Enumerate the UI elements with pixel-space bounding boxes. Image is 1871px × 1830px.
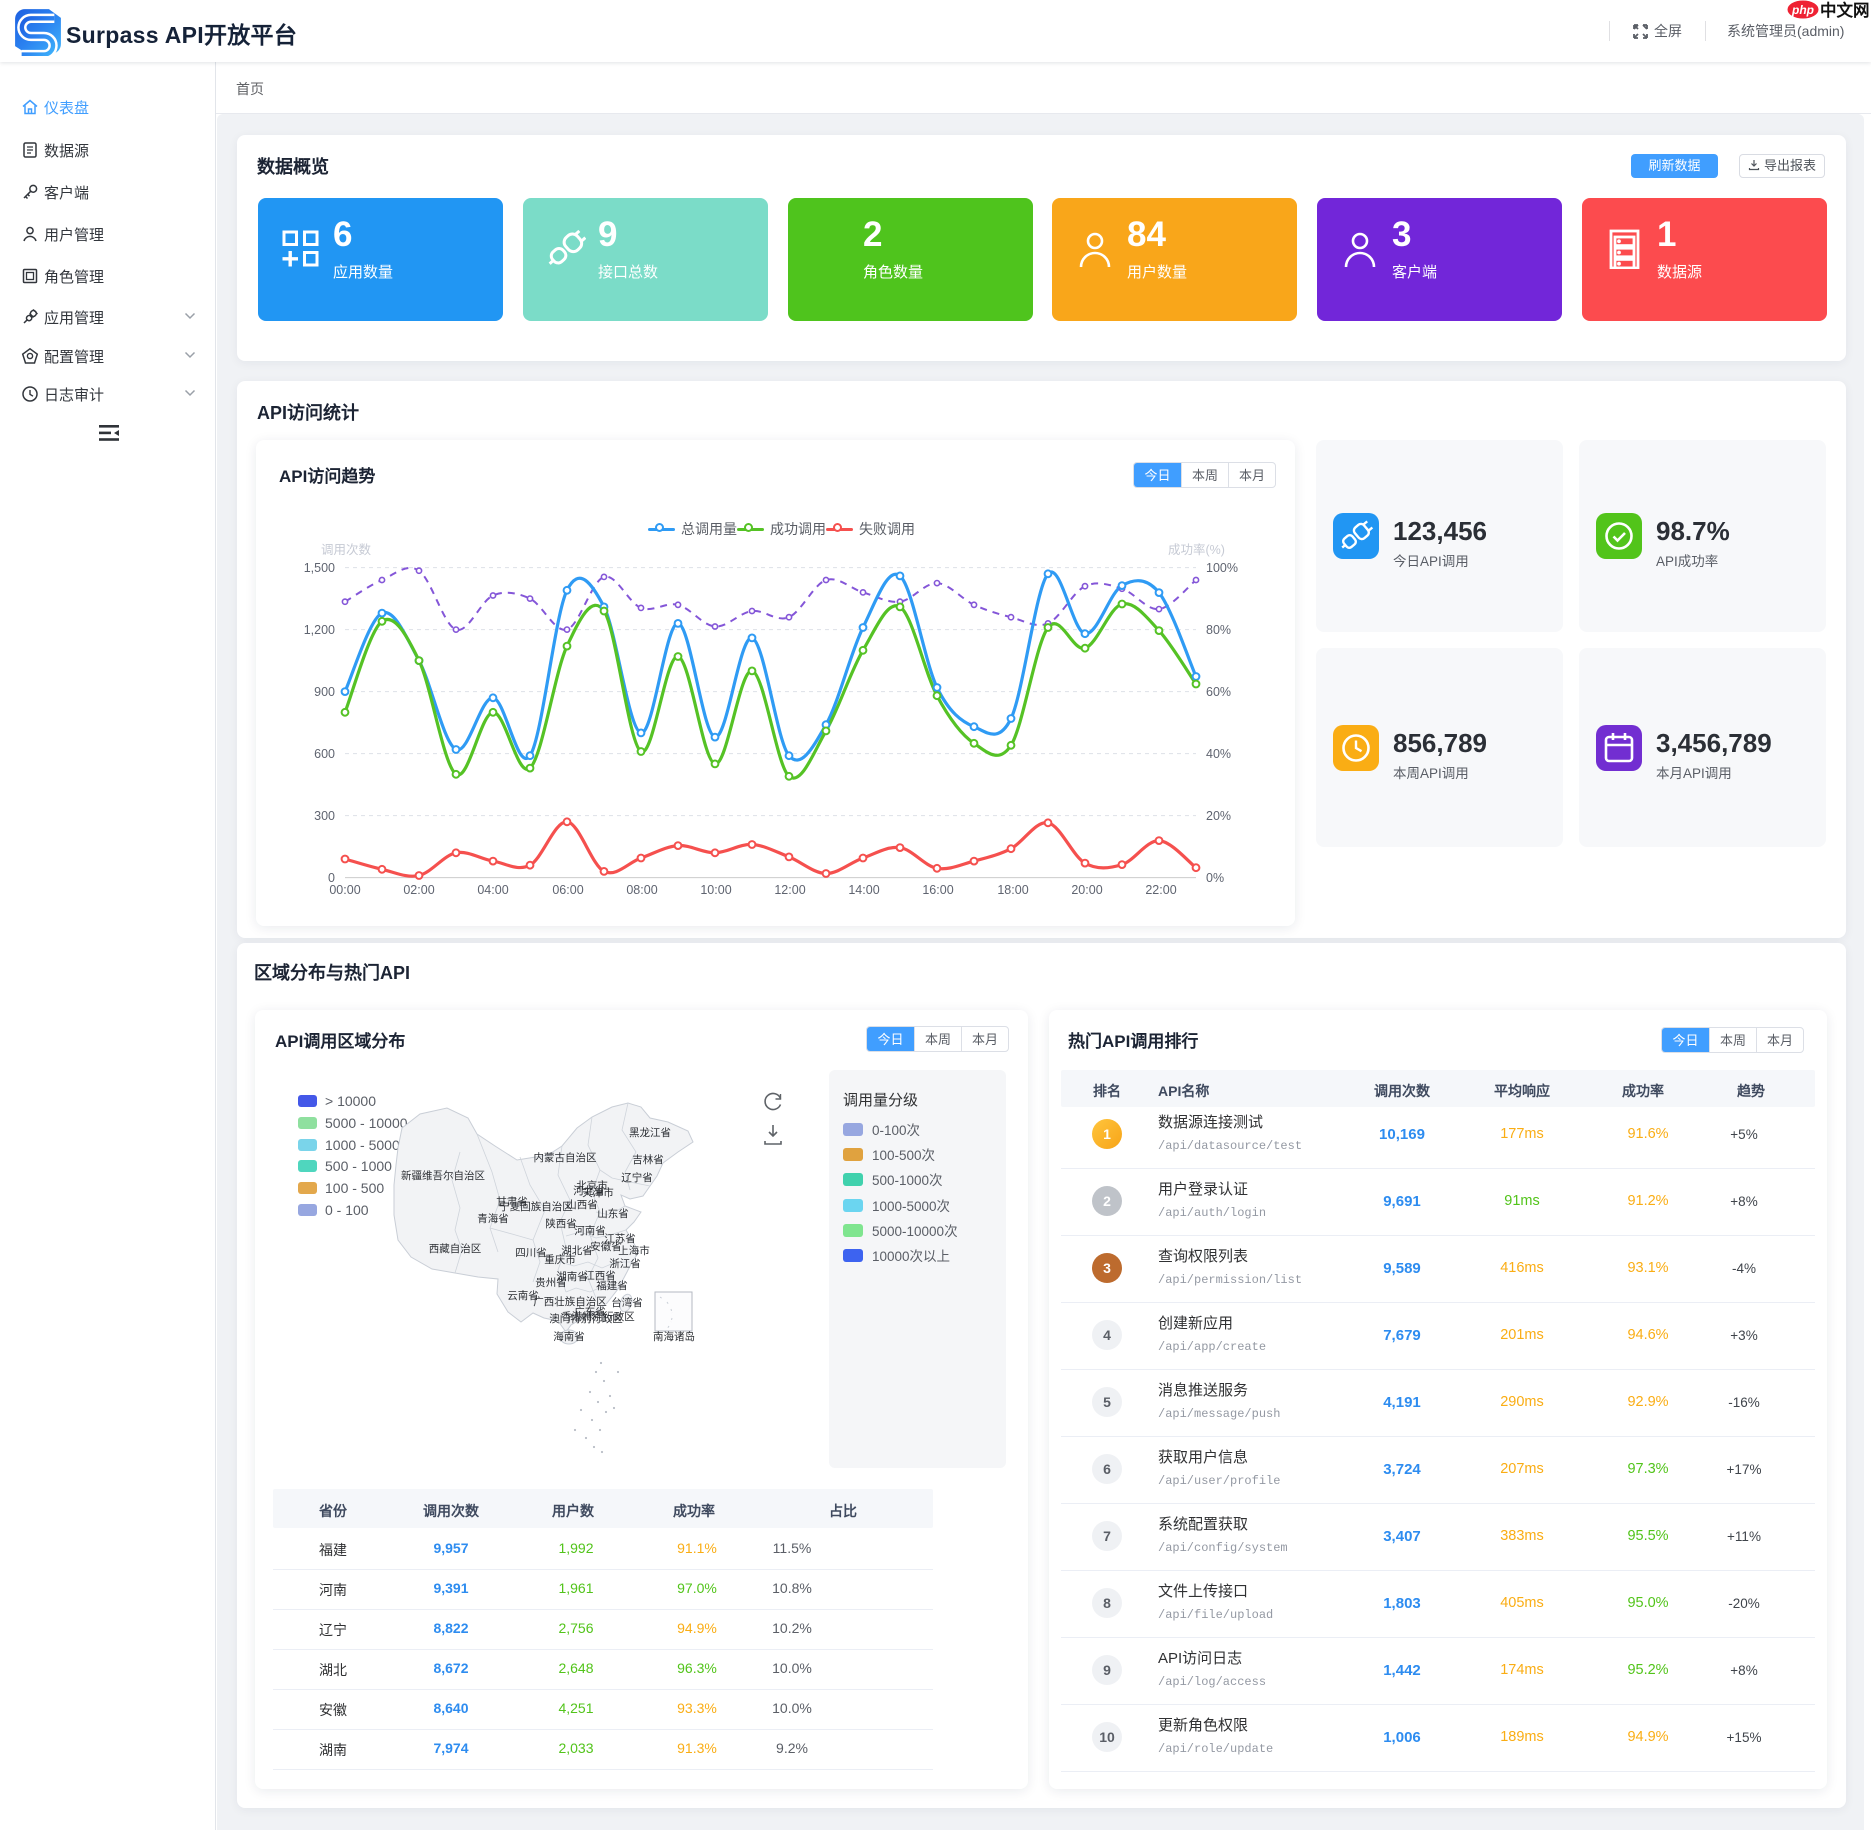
svg-text:云南省: 云南省 (507, 1289, 539, 1302)
svg-text:吉林省: 吉林省 (632, 1153, 664, 1166)
svg-text:南海诸岛: 南海诸岛 (653, 1330, 695, 1343)
svg-text:宁夏回族自治区: 宁夏回族自治区 (499, 1200, 573, 1213)
svg-text:内蒙古自治区: 内蒙古自治区 (534, 1151, 597, 1164)
svg-text:上海市: 上海市 (618, 1244, 650, 1257)
svg-text:山西省: 山西省 (566, 1198, 598, 1211)
svg-text:河南省: 河南省 (574, 1224, 606, 1237)
svg-text:澳门特别行政区: 澳门特别行政区 (549, 1312, 623, 1325)
svg-text:海南省: 海南省 (553, 1330, 585, 1343)
svg-text:台湾省: 台湾省 (611, 1296, 643, 1309)
svg-text:甘肃省: 甘肃省 (496, 1195, 528, 1208)
svg-text:江苏省: 江苏省 (604, 1232, 636, 1245)
svg-text:安徽省: 安徽省 (590, 1240, 622, 1253)
svg-text:新疆维吾尔自治区: 新疆维吾尔自治区 (401, 1169, 485, 1182)
svg-text:北京市: 北京市 (576, 1179, 608, 1192)
svg-text:陕西省: 陕西省 (545, 1217, 577, 1230)
svg-text:辽宁省: 辽宁省 (621, 1171, 653, 1184)
svg-text:浙江省: 浙江省 (609, 1257, 641, 1270)
svg-text:香港特别行政区: 香港特别行政区 (561, 1310, 635, 1323)
svg-text:重庆市: 重庆市 (544, 1253, 576, 1266)
svg-text:山东省: 山东省 (597, 1207, 629, 1220)
svg-text:广东省: 广东省 (574, 1305, 606, 1318)
svg-text:福建省: 福建省 (596, 1279, 628, 1292)
svg-text:中文网: 中文网 (1820, 0, 1869, 20)
svg-text:河北省: 河北省 (573, 1184, 605, 1197)
svg-text:湖北省: 湖北省 (561, 1244, 593, 1257)
svg-text:广西壮族自治区: 广西壮族自治区 (533, 1295, 607, 1308)
svg-text:天津市: 天津市 (582, 1186, 614, 1199)
svg-text:四川省: 四川省 (515, 1246, 547, 1259)
svg-text:php: php (1791, 3, 1814, 17)
svg-text:贵州省: 贵州省 (535, 1276, 567, 1289)
svg-text:黑龙江省: 黑龙江省 (629, 1126, 671, 1139)
svg-text:青海省: 青海省 (477, 1212, 509, 1225)
svg-text:西藏自治区: 西藏自治区 (429, 1242, 482, 1255)
svg-text:江西省: 江西省 (584, 1269, 616, 1282)
svg-text:湖南省: 湖南省 (556, 1270, 588, 1283)
